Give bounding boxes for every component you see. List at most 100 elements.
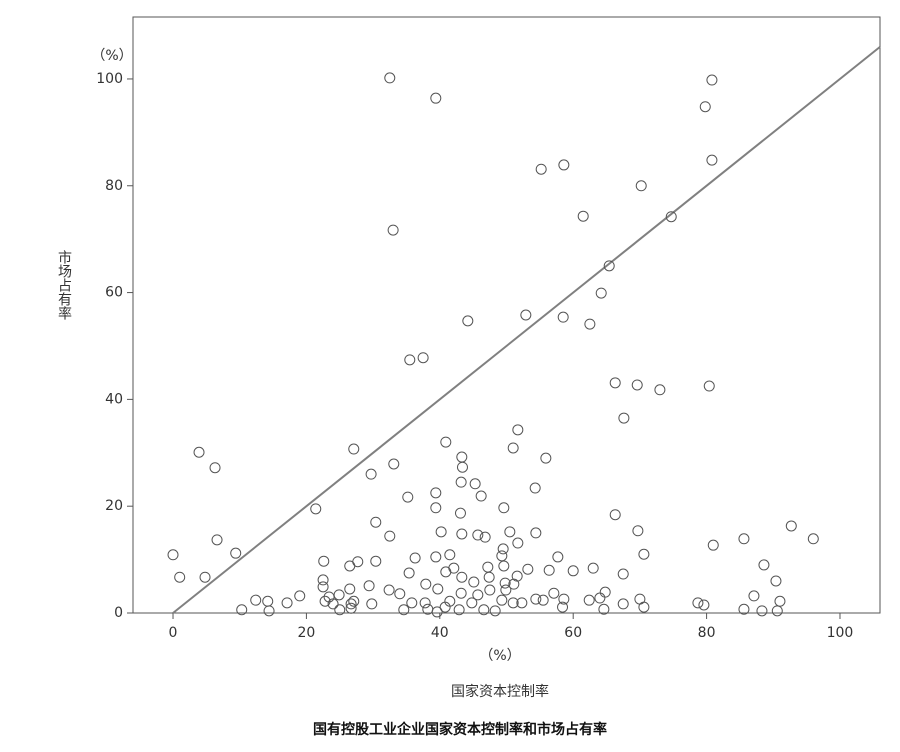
point [478, 604, 490, 616]
point [558, 593, 570, 605]
point [535, 163, 547, 175]
point [404, 354, 416, 366]
point [758, 559, 770, 571]
point [431, 606, 443, 618]
point [771, 605, 783, 617]
point [609, 509, 621, 521]
caption: 国有控股工业企业国家资本控制率和市场占有率 [313, 721, 607, 738]
point [511, 570, 523, 582]
point [199, 571, 211, 583]
point [587, 562, 599, 574]
point [317, 574, 329, 586]
point [387, 224, 399, 236]
point [807, 533, 819, 545]
point [738, 603, 750, 615]
point [469, 478, 481, 490]
point [530, 593, 542, 605]
point [618, 412, 630, 424]
point [456, 571, 468, 583]
point [631, 379, 643, 391]
point [707, 539, 719, 551]
y-tick-label: 20 [105, 498, 123, 514]
reference-line [172, 46, 881, 614]
point [370, 555, 382, 567]
point [484, 584, 496, 596]
point [499, 577, 511, 589]
point [770, 575, 782, 587]
y-tick-label: 60 [105, 285, 123, 301]
x-tick-label: 60 [564, 625, 582, 641]
point [456, 528, 468, 540]
point [174, 571, 186, 583]
point [420, 578, 432, 590]
point [453, 604, 465, 616]
point [508, 578, 520, 590]
point [384, 72, 396, 84]
point [654, 384, 666, 396]
point [318, 555, 330, 567]
point [698, 599, 710, 611]
point [430, 487, 442, 499]
point [756, 605, 768, 617]
x-axis-label: 国家资本控制率 [451, 683, 549, 700]
y-tick-label: 80 [105, 178, 123, 194]
point [236, 604, 248, 616]
point [507, 597, 519, 609]
point [310, 503, 322, 515]
point [398, 604, 410, 616]
point [584, 318, 596, 330]
point [430, 92, 442, 104]
point [512, 537, 524, 549]
point [167, 549, 179, 561]
point [444, 549, 456, 561]
point [706, 154, 718, 166]
point [456, 451, 468, 463]
point [294, 590, 306, 602]
point [609, 377, 621, 389]
y-tick-label: 100 [96, 71, 123, 87]
point [230, 547, 242, 559]
point [638, 601, 650, 613]
point [409, 552, 421, 564]
point [455, 587, 467, 599]
point [472, 529, 484, 541]
point [483, 571, 495, 583]
point [432, 583, 444, 595]
point [522, 563, 534, 575]
point [345, 598, 357, 610]
point [537, 594, 549, 606]
point [540, 452, 552, 464]
point [419, 597, 431, 609]
point [692, 597, 704, 609]
point [417, 352, 429, 364]
point [617, 568, 629, 580]
point [344, 583, 356, 595]
point [530, 527, 542, 539]
point [262, 595, 274, 607]
point [558, 159, 570, 171]
point [583, 594, 595, 606]
plot-frame [132, 16, 881, 614]
point [440, 566, 452, 578]
y-tick-label: 0 [114, 605, 123, 621]
point [557, 311, 569, 323]
point [496, 594, 508, 606]
point [403, 567, 415, 579]
point [383, 584, 395, 596]
point [462, 315, 474, 327]
point [500, 584, 512, 596]
point [472, 589, 484, 601]
point [263, 605, 275, 617]
point [785, 520, 797, 532]
point [504, 526, 516, 538]
point [543, 564, 555, 576]
point [665, 211, 677, 223]
point [327, 598, 339, 610]
point [552, 551, 564, 563]
point [345, 602, 357, 614]
point [468, 576, 480, 588]
y-unit: （%） [91, 48, 132, 64]
point [635, 180, 647, 192]
point [599, 586, 611, 598]
point [250, 594, 262, 606]
